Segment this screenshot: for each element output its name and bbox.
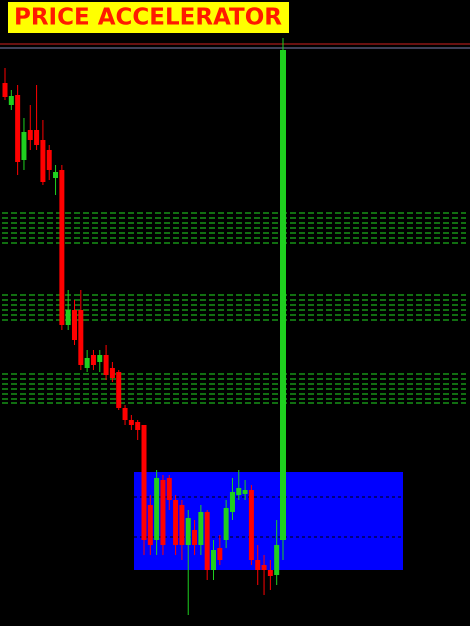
candle-body	[179, 505, 185, 545]
candle-body	[248, 490, 254, 560]
candle-body	[59, 170, 65, 325]
candle-body	[90, 355, 96, 365]
candle-body	[229, 492, 235, 512]
candle-body	[242, 490, 248, 494]
candle-body	[21, 132, 27, 160]
candle-body	[8, 96, 14, 105]
candle-body	[236, 488, 242, 495]
candle-body	[211, 550, 216, 570]
chart-title: PRICE ACCELERATOR	[14, 5, 282, 31]
candle-body	[72, 310, 77, 340]
candle-body	[103, 355, 109, 375]
candle-body	[261, 565, 267, 570]
candle-body	[223, 508, 229, 540]
candle-body	[217, 548, 223, 560]
candle-body	[40, 140, 46, 182]
candle-body	[141, 425, 147, 540]
zone-box	[134, 472, 403, 570]
candle-body	[2, 83, 8, 97]
candle-body	[109, 368, 115, 378]
candle-body	[84, 358, 90, 368]
candle-body	[122, 408, 128, 420]
candle-body	[192, 530, 198, 545]
candle-body	[274, 545, 280, 575]
candle-body	[166, 478, 172, 500]
level-band	[2, 373, 466, 404]
candle-body	[65, 310, 71, 325]
candle-body	[27, 130, 33, 140]
candle-body	[154, 478, 160, 540]
candle-body	[280, 50, 286, 540]
candles	[2, 38, 286, 615]
candle-body	[116, 372, 122, 408]
candle-body	[198, 512, 204, 545]
candle-body	[34, 130, 40, 145]
candle-body	[173, 500, 179, 545]
candle-body	[97, 355, 103, 362]
level-band	[2, 212, 466, 244]
candle-body	[204, 512, 210, 570]
candle-body	[78, 310, 84, 365]
candle-body	[160, 480, 166, 545]
candle-body	[15, 95, 21, 162]
candle-body	[255, 560, 261, 570]
candle-body	[185, 518, 191, 545]
candle-body	[46, 150, 52, 170]
title-box	[8, 2, 289, 33]
candle-body	[53, 172, 59, 178]
candle-body	[128, 420, 134, 425]
candle-body	[147, 505, 153, 545]
candle-body	[267, 570, 273, 576]
candle-body	[135, 422, 141, 430]
